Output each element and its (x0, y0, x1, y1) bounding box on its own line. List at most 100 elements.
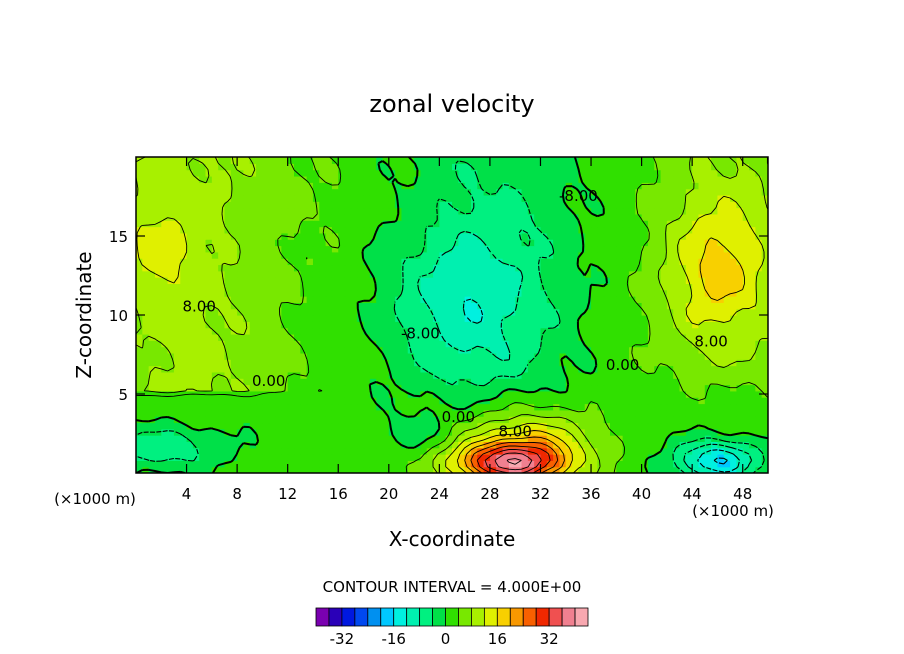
field-cell (698, 163, 706, 171)
field-cell (243, 333, 251, 341)
field-cell (148, 163, 156, 171)
field-cell (382, 302, 390, 310)
field-cell (325, 188, 333, 196)
field-cell (584, 226, 592, 234)
field-cell (192, 409, 200, 417)
field-cell (350, 460, 358, 468)
field-cell (350, 289, 358, 297)
field-cell (142, 163, 150, 171)
field-cell (414, 428, 421, 436)
field-cell (211, 416, 219, 424)
field-cell (641, 441, 649, 449)
field-cell (527, 157, 535, 164)
field-cell (647, 175, 655, 183)
field-cell (401, 232, 409, 240)
field-cell (363, 315, 371, 322)
field-cell (559, 157, 567, 164)
field-cell (534, 359, 542, 367)
field-cell (395, 447, 403, 455)
field-cell (407, 447, 415, 455)
field-cell (388, 371, 396, 379)
field-cell (458, 371, 466, 379)
field-cell (205, 315, 213, 322)
field-cell (268, 239, 276, 247)
field-cell (521, 352, 529, 360)
field-cell (610, 251, 617, 259)
field-cell (287, 321, 295, 329)
field-cell (628, 333, 636, 341)
field-cell (470, 157, 478, 164)
field-cell (312, 302, 320, 310)
field-cell (439, 441, 447, 449)
field-cell (167, 188, 175, 196)
field-cell (205, 321, 213, 329)
field-cell (641, 384, 649, 392)
field-cell (477, 454, 485, 461)
field-cell (363, 169, 371, 177)
field-cell (515, 264, 523, 272)
field-cell (546, 157, 554, 164)
field-cell (755, 232, 763, 240)
field-cell (464, 460, 472, 468)
field-cell (256, 251, 263, 259)
field-cell (319, 340, 327, 348)
field-cell (414, 340, 421, 348)
field-cell (281, 251, 289, 259)
field-cell (161, 258, 169, 266)
field-cell (761, 321, 768, 329)
field-cell (357, 447, 365, 455)
field-cell (388, 239, 396, 247)
field-cell (249, 175, 257, 183)
field-cell (199, 435, 207, 442)
field-cell (186, 194, 194, 202)
field-cell (224, 435, 232, 442)
field-cell (692, 239, 700, 247)
field-cell (458, 182, 466, 190)
field-cell (749, 409, 756, 417)
field-cell (300, 327, 308, 335)
field-cell (325, 460, 333, 468)
field-cell (489, 371, 497, 379)
field-cell (167, 384, 175, 392)
field-cell (205, 182, 213, 190)
field-cell (603, 371, 611, 379)
field-cell (717, 163, 725, 171)
field-cell (685, 466, 693, 473)
field-cell (666, 169, 674, 177)
field-cell (167, 460, 175, 468)
field-cell (755, 169, 763, 177)
field-cell (401, 390, 409, 398)
field-cell (439, 213, 447, 221)
field-cell (306, 289, 314, 297)
field-cell (641, 416, 649, 424)
field-cell (458, 213, 466, 221)
field-cell (426, 182, 434, 190)
field-cell (237, 258, 245, 266)
field-cell (426, 283, 434, 291)
field-cell (388, 403, 396, 411)
field-cell (660, 346, 668, 354)
field-cell (464, 441, 472, 449)
field-cell (502, 454, 510, 461)
field-cell (388, 175, 396, 183)
field-cell (470, 365, 478, 373)
field-cell (357, 435, 365, 442)
field-cell (136, 321, 143, 329)
field-cell (761, 460, 768, 468)
field-cell (294, 327, 301, 335)
field-cell (199, 365, 207, 373)
field-cell (464, 352, 472, 360)
field-cell (281, 277, 289, 284)
field-cell (376, 441, 384, 449)
field-cell (654, 308, 662, 316)
field-cell (736, 428, 744, 436)
field-cell (736, 289, 744, 297)
field-cell (628, 245, 636, 253)
field-cell (572, 182, 579, 190)
field-cell (281, 283, 289, 291)
field-cell (249, 157, 257, 164)
field-cell (660, 182, 668, 190)
field-cell (369, 460, 377, 468)
field-cell (610, 289, 617, 297)
field-cell (603, 201, 611, 209)
